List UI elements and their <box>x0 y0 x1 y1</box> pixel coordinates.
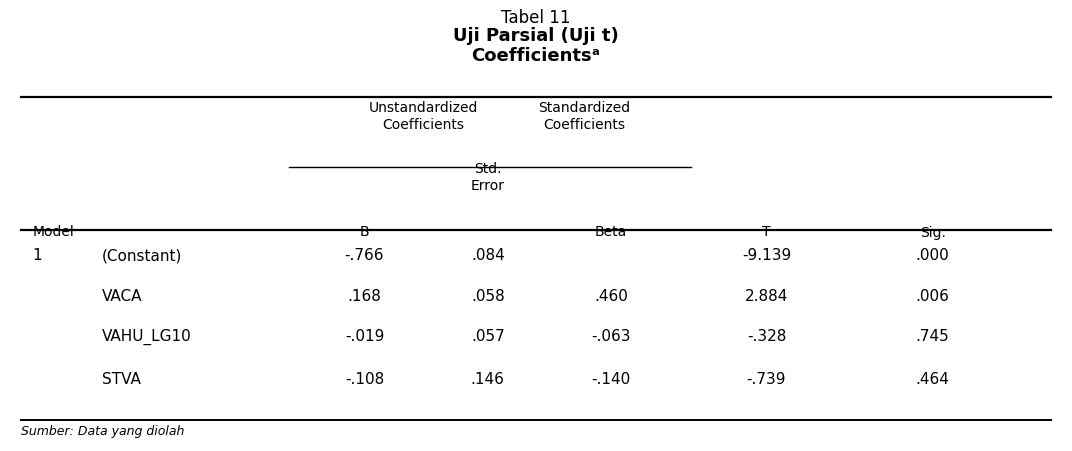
Text: .460: .460 <box>594 289 628 304</box>
Text: Sig.: Sig. <box>920 226 946 239</box>
Text: .006: .006 <box>915 289 950 304</box>
Text: .464: .464 <box>915 372 950 387</box>
Text: .146: .146 <box>471 372 505 387</box>
Text: Beta: Beta <box>595 226 627 239</box>
Text: (Constant): (Constant) <box>102 248 182 263</box>
Text: Tabel 11: Tabel 11 <box>502 9 570 27</box>
Text: Standardized
Coefficients: Standardized Coefficients <box>538 101 630 132</box>
Text: -.328: -.328 <box>747 329 786 344</box>
Text: -.063: -.063 <box>592 329 630 344</box>
Text: .057: .057 <box>471 329 505 344</box>
Text: VACA: VACA <box>102 289 143 304</box>
Text: 1: 1 <box>32 248 42 263</box>
Text: .168: .168 <box>347 289 382 304</box>
Text: STVA: STVA <box>102 372 140 387</box>
Text: -.766: -.766 <box>345 248 384 263</box>
Text: Std.
Error: Std. Error <box>471 162 505 193</box>
Text: Model: Model <box>32 226 74 239</box>
Text: 2.884: 2.884 <box>745 289 788 304</box>
Text: .058: .058 <box>471 289 505 304</box>
Text: .000: .000 <box>915 248 950 263</box>
Text: T: T <box>762 226 771 239</box>
Text: Coefficientsᵃ: Coefficientsᵃ <box>472 47 600 65</box>
Text: Unstandardized
Coefficients: Unstandardized Coefficients <box>369 101 478 132</box>
Text: -.739: -.739 <box>747 372 786 387</box>
Text: Sumber: Data yang diolah: Sumber: Data yang diolah <box>21 425 184 438</box>
Text: B: B <box>360 226 369 239</box>
Text: VAHU_LG10: VAHU_LG10 <box>102 329 192 345</box>
Text: .084: .084 <box>471 248 505 263</box>
Text: -9.139: -9.139 <box>742 248 791 263</box>
Text: .745: .745 <box>915 329 950 344</box>
Text: -.019: -.019 <box>345 329 384 344</box>
Text: -.140: -.140 <box>592 372 630 387</box>
Text: -.108: -.108 <box>345 372 384 387</box>
Text: Uji Parsial (Uji t): Uji Parsial (Uji t) <box>453 27 619 45</box>
